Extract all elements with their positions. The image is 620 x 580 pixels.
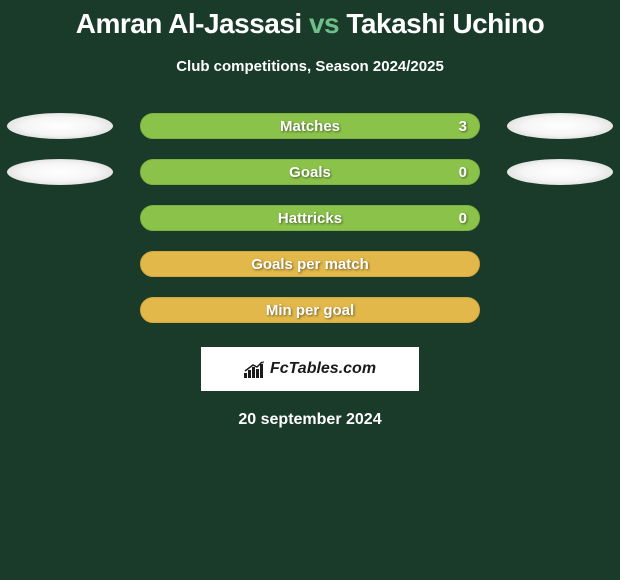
stats-container: Matches 3 Goals 0 Hattricks 0 Goals per match M… <box>0 113 620 323</box>
stat-right-value: 0 <box>459 210 467 227</box>
date-text: 20 september 2024 <box>238 411 381 429</box>
page-title: Amran Al-Jassasi vs Takashi Uchino <box>76 8 545 40</box>
player2-marker <box>507 159 613 185</box>
subtitle: Club competitions, Season 2024/2025 <box>176 58 444 75</box>
stat-row: Min per goal <box>0 297 620 323</box>
stat-label: Hattricks <box>278 210 342 227</box>
player2-marker <box>507 113 613 139</box>
player1-name: Amran Al-Jassasi <box>76 8 302 39</box>
stat-bar: Hattricks 0 <box>140 205 480 231</box>
stat-bar: Min per goal <box>140 297 480 323</box>
stat-row: Goals per match <box>0 251 620 277</box>
comparison-card: Amran Al-Jassasi vs Takashi Uchino Club … <box>0 0 620 580</box>
logo-text: FcTables.com <box>270 360 376 378</box>
stat-row: Matches 3 <box>0 113 620 139</box>
player1-marker <box>7 159 113 185</box>
stat-row: Hattricks 0 <box>0 205 620 231</box>
player2-name: Takashi Uchino <box>346 8 544 39</box>
stat-label: Goals per match <box>251 256 369 273</box>
logo-box: FcTables.com <box>201 347 419 391</box>
stat-row: Goals 0 <box>0 159 620 185</box>
player1-marker <box>7 113 113 139</box>
stat-bar: Matches 3 <box>140 113 480 139</box>
logo-chart-icon <box>244 360 266 378</box>
stat-bar: Goals 0 <box>140 159 480 185</box>
stat-right-value: 0 <box>459 164 467 181</box>
stat-label: Goals <box>289 164 331 181</box>
stat-bar: Goals per match <box>140 251 480 277</box>
stat-label: Matches <box>280 118 340 135</box>
vs-text: vs <box>309 8 339 39</box>
stat-right-value: 3 <box>459 118 467 135</box>
stat-label: Min per goal <box>266 302 354 319</box>
